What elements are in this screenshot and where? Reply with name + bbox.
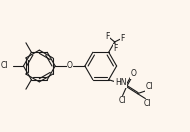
Text: Cl: Cl xyxy=(1,62,9,70)
Text: Cl: Cl xyxy=(144,99,151,108)
Text: HN: HN xyxy=(115,78,126,87)
Text: Cl: Cl xyxy=(146,82,153,91)
Text: F: F xyxy=(105,32,110,41)
Text: F: F xyxy=(113,44,118,53)
Text: F: F xyxy=(120,34,125,43)
Text: Cl: Cl xyxy=(119,96,126,105)
Text: O: O xyxy=(67,62,73,70)
Text: O: O xyxy=(131,69,136,78)
